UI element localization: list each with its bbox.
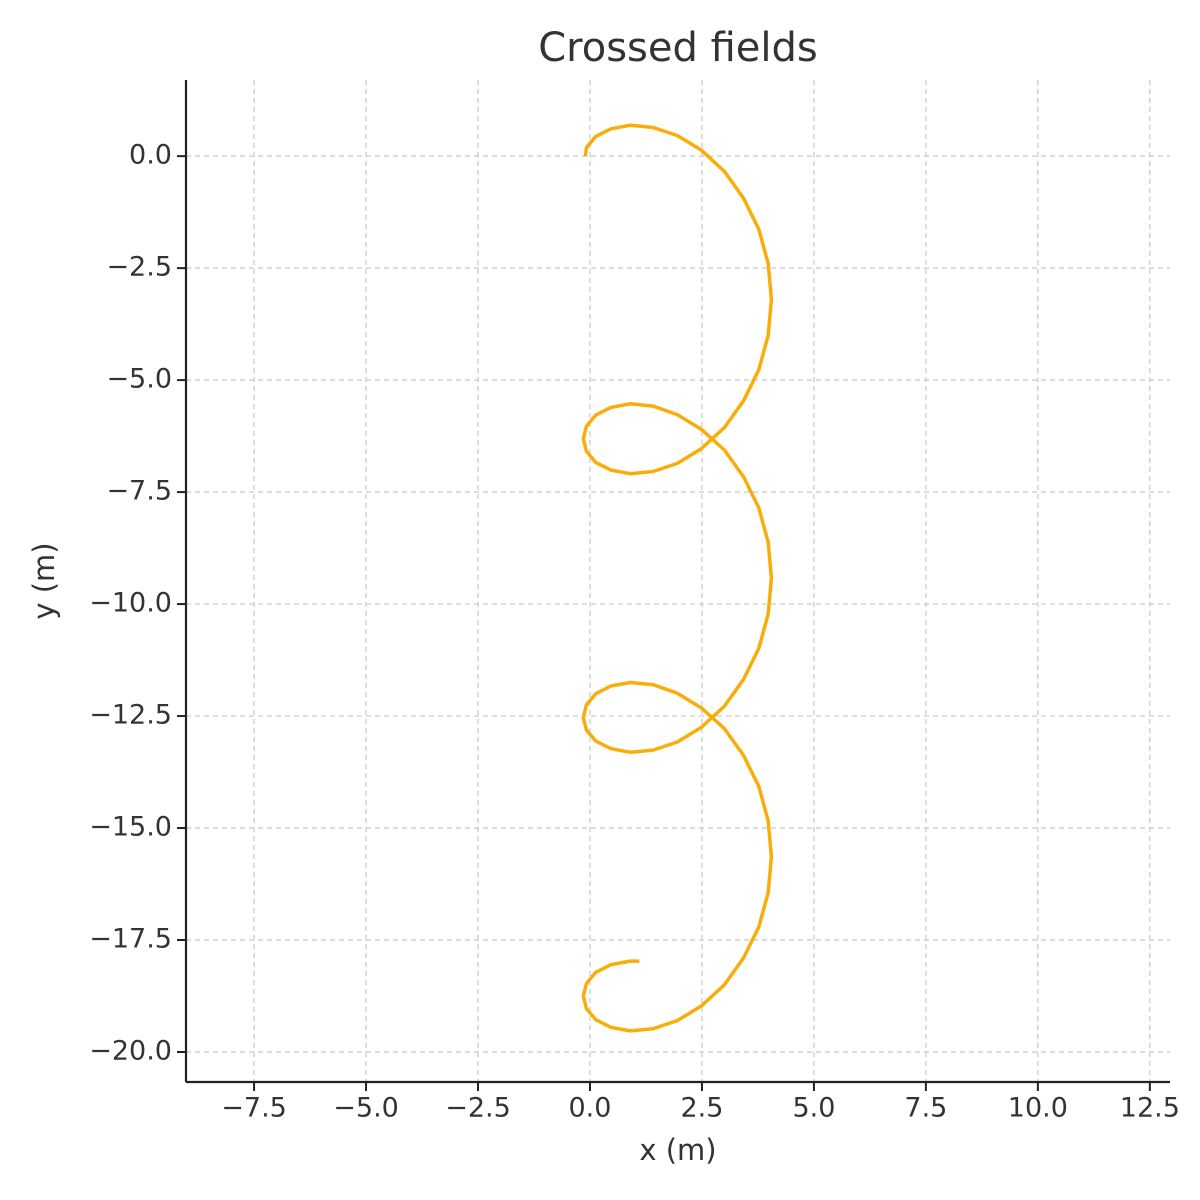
x-tick-label: 5.0 — [792, 1093, 835, 1124]
x-tick-label: 12.5 — [1120, 1093, 1180, 1124]
y-tick-label: −10.0 — [89, 588, 172, 619]
y-tick-label: −2.5 — [106, 252, 172, 283]
y-tick-label: −20.0 — [89, 1035, 172, 1066]
y-axis-label: y (m) — [27, 542, 61, 619]
x-tick-label: 10.0 — [1008, 1093, 1068, 1124]
x-tick-label: 0.0 — [569, 1093, 612, 1124]
x-tick-label: −2.5 — [445, 1093, 511, 1124]
x-tick-label: −5.0 — [333, 1093, 399, 1124]
x-axis-label: x (m) — [639, 1133, 716, 1167]
chart-title: Crossed fields — [538, 25, 818, 71]
y-tick-label: −5.0 — [106, 364, 172, 395]
y-tick-label: −7.5 — [106, 476, 172, 507]
x-tick-label: 7.5 — [904, 1093, 947, 1124]
y-tick-label: −17.5 — [89, 924, 172, 955]
y-tick-label: 0.0 — [129, 140, 172, 171]
y-tick-label: −12.5 — [89, 700, 172, 731]
trajectory-line — [581, 123, 774, 1033]
x-tick-label: −7.5 — [221, 1093, 287, 1124]
y-tick-label: −15.0 — [89, 812, 172, 843]
x-tick-label: 2.5 — [680, 1093, 723, 1124]
